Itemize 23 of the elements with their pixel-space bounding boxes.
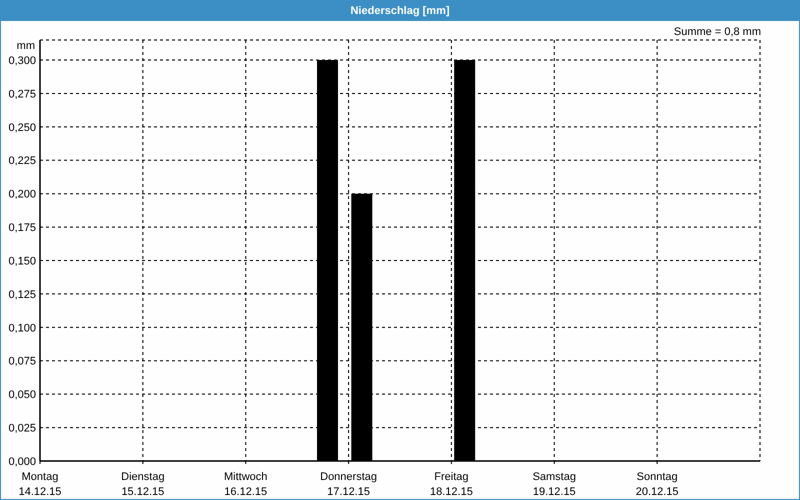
- y-tick-label: 0,050: [8, 389, 36, 402]
- y-tick-label: 0,125: [8, 288, 36, 301]
- x-tick-label: Freitag 18.12.15: [430, 471, 473, 498]
- x-tick-label: Montag 14.12.15: [18, 471, 62, 498]
- y-tick-label: 0,100: [8, 322, 36, 334]
- y-tick-label: 0,200: [8, 188, 36, 201]
- x-tick-label: Dienstag 15.12.15: [121, 471, 165, 498]
- y-tick-label: 0,250: [8, 122, 36, 134]
- y-tick-label: 0,000: [8, 456, 36, 468]
- chart-title: Niederschlag [mm]: [1, 1, 799, 21]
- y-tick-label: 0,225: [8, 155, 36, 168]
- y-tick-label: 0,175: [8, 222, 36, 234]
- y-tick-label: 0,075: [8, 356, 36, 368]
- x-tick-label: Samstag 19.12.15: [532, 471, 576, 498]
- y-tick-label: 0,275: [8, 88, 36, 100]
- text: Summe = 0,8 mm: [674, 26, 761, 39]
- y-tick-label: 0,300: [8, 54, 36, 67]
- y-tick-label: 0,025: [8, 422, 36, 434]
- y-axis-title: mm: [16, 40, 35, 53]
- x-tick-label: Sonntag 20.12.15: [636, 471, 679, 498]
- x-tick-label: Mittwoch 16.12.15: [224, 471, 268, 498]
- x-tick-label: Donnerstag 17.12.15: [320, 471, 378, 498]
- y-tick-label: 0,150: [8, 255, 36, 268]
